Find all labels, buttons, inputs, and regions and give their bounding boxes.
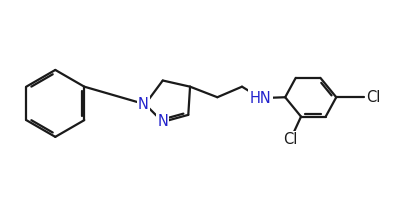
Text: Cl: Cl [366,90,380,105]
Text: HN: HN [249,91,271,106]
Text: Cl: Cl [283,132,298,147]
Text: N: N [138,97,149,112]
Text: N: N [157,114,168,129]
